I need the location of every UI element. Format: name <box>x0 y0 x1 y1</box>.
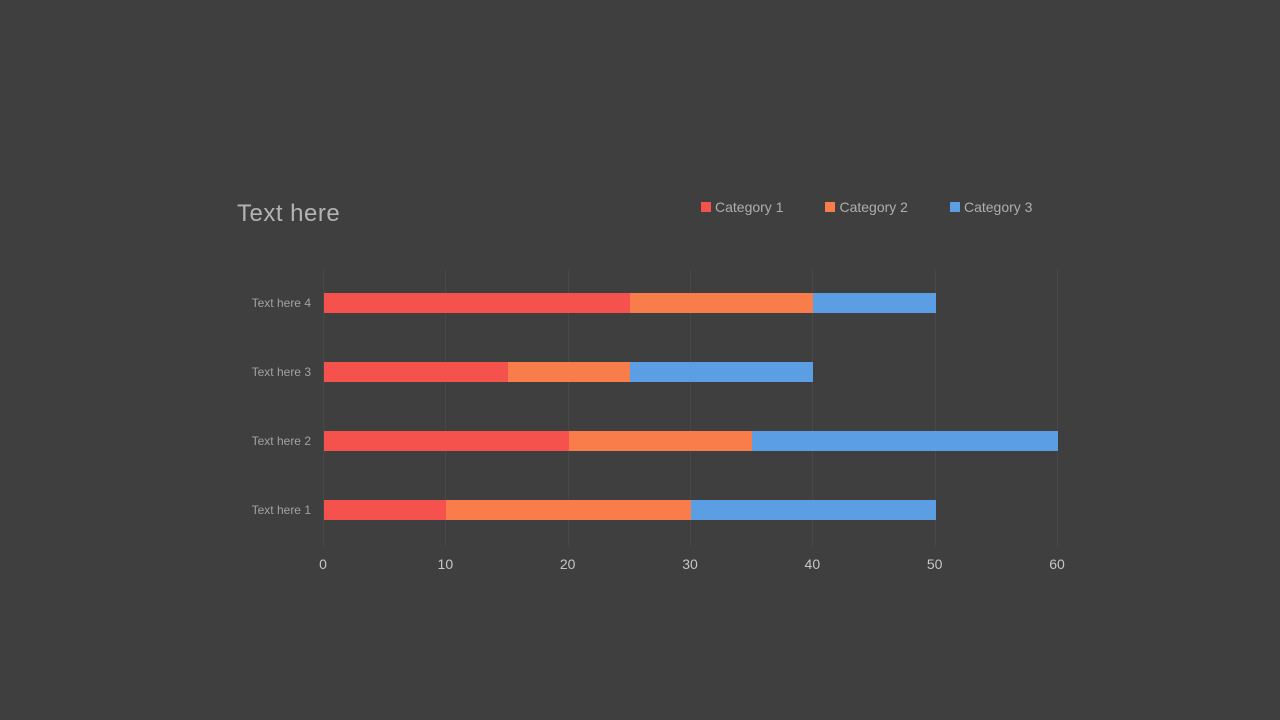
bar-segment-category-2 <box>629 293 814 313</box>
legend-swatch-icon <box>701 202 711 212</box>
x-tick-label-0: 0 <box>319 556 327 572</box>
x-tick-label-30: 30 <box>682 556 698 572</box>
gridline-x-10 <box>445 270 447 546</box>
legend-item-3: Category 3 <box>949 199 1033 215</box>
category-label-4: Text here 1 <box>251 503 311 517</box>
legend-label: Category 2 <box>839 199 908 215</box>
x-tick-label-50: 50 <box>926 556 943 572</box>
x-tick-label-60: 60 <box>1049 556 1065 572</box>
gridline-x-20 <box>567 270 569 546</box>
chart-area <box>323 270 1058 546</box>
x-tick-label-20: 20 <box>559 556 576 572</box>
bar-segment-category-1 <box>324 500 447 520</box>
bar-segment-category-2 <box>507 362 630 382</box>
legend-item-1: Category 1 <box>701 199 783 215</box>
category-label-2: Text here 3 <box>251 365 311 379</box>
bar-row-2 <box>324 362 814 382</box>
category-label-3: Text here 2 <box>251 434 311 448</box>
legend-swatch-icon <box>949 202 960 212</box>
bar-segment-category-3 <box>629 362 814 382</box>
bar-segment-category-3 <box>690 500 936 520</box>
bar-row-4 <box>324 500 936 520</box>
bar-segment-category-3 <box>752 431 1058 451</box>
bar-segment-category-1 <box>324 362 508 382</box>
bar-segment-category-1 <box>324 293 630 313</box>
bar-segment-category-3 <box>813 293 936 313</box>
legend-swatch-icon <box>825 202 836 212</box>
x-tick-label-10: 10 <box>437 556 454 572</box>
bar-row-1 <box>324 293 936 313</box>
gridline-x-40 <box>812 270 814 546</box>
chart-title: Text here <box>237 200 341 227</box>
legend-label: Category 3 <box>963 199 1033 215</box>
legend-label: Category 1 <box>715 199 784 215</box>
bar-segment-category-2 <box>568 431 753 451</box>
category-label-1: Text here 4 <box>251 296 311 310</box>
gridline-x-50 <box>934 270 936 546</box>
gridline-x-30 <box>690 270 691 546</box>
gridline-x-0 <box>323 270 324 546</box>
bar-row-3 <box>324 431 1058 451</box>
chart-legend: Category 1 Category 2 Category 3 <box>701 199 1032 215</box>
bar-segment-category-1 <box>324 431 569 451</box>
gridline-x-60 <box>1057 270 1058 546</box>
legend-item-2: Category 2 <box>825 199 908 215</box>
bar-segment-category-2 <box>446 500 691 520</box>
x-tick-label-40: 40 <box>804 556 821 572</box>
